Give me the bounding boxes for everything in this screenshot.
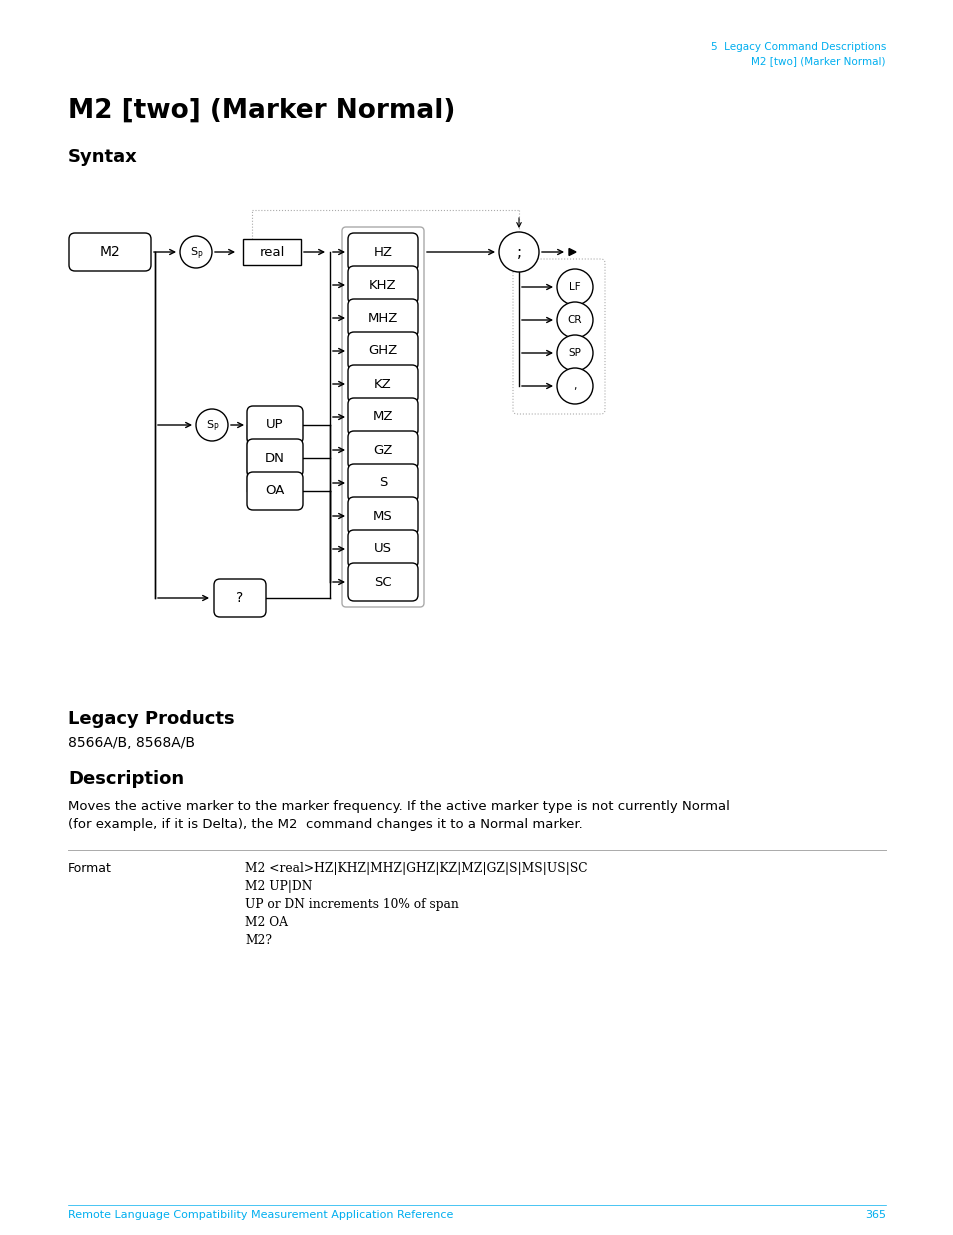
Text: Syntax: Syntax <box>68 148 137 165</box>
Text: MS: MS <box>373 510 393 522</box>
Text: KHZ: KHZ <box>369 279 396 291</box>
Text: 8566A/B, 8568A/B: 8566A/B, 8568A/B <box>68 736 194 750</box>
Text: 5  Legacy Command Descriptions: 5 Legacy Command Descriptions <box>710 42 885 52</box>
Text: LF: LF <box>569 282 580 291</box>
Text: M2 OA: M2 OA <box>245 916 288 929</box>
FancyBboxPatch shape <box>348 464 417 501</box>
FancyBboxPatch shape <box>69 233 151 270</box>
Text: ,: , <box>573 382 576 391</box>
Text: S: S <box>378 477 387 489</box>
Text: M2 <real>HZ|KHZ|MHZ|GHZ|KZ|MZ|GZ|S|MS|US|SC: M2 <real>HZ|KHZ|MHZ|GHZ|KZ|MZ|GZ|S|MS|US… <box>245 862 587 876</box>
Text: M2: M2 <box>99 245 120 259</box>
Text: real: real <box>259 246 284 258</box>
FancyBboxPatch shape <box>348 366 417 403</box>
Text: M2 [two] (Marker Normal): M2 [two] (Marker Normal) <box>751 56 885 65</box>
Text: SP: SP <box>568 348 580 358</box>
Bar <box>243 240 301 266</box>
Text: S: S <box>191 247 197 257</box>
Circle shape <box>557 335 593 370</box>
FancyBboxPatch shape <box>348 398 417 436</box>
FancyBboxPatch shape <box>348 530 417 568</box>
Text: GZ: GZ <box>373 443 393 457</box>
FancyBboxPatch shape <box>348 332 417 370</box>
FancyBboxPatch shape <box>348 496 417 535</box>
Text: CR: CR <box>567 315 581 325</box>
Text: Description: Description <box>68 769 184 788</box>
Circle shape <box>498 232 538 272</box>
Polygon shape <box>568 248 576 256</box>
Text: (for example, if it is Delta), the M2  command changes it to a Normal marker.: (for example, if it is Delta), the M2 co… <box>68 818 582 831</box>
Text: ?: ? <box>236 592 243 605</box>
FancyBboxPatch shape <box>247 472 303 510</box>
Text: M2?: M2? <box>245 934 272 947</box>
Circle shape <box>557 368 593 404</box>
Circle shape <box>557 303 593 338</box>
Text: HZ: HZ <box>374 246 392 258</box>
FancyBboxPatch shape <box>348 299 417 337</box>
Text: Format: Format <box>68 862 112 876</box>
Text: US: US <box>374 542 392 556</box>
Circle shape <box>180 236 212 268</box>
FancyBboxPatch shape <box>213 579 266 618</box>
FancyBboxPatch shape <box>247 438 303 477</box>
FancyBboxPatch shape <box>348 233 417 270</box>
FancyBboxPatch shape <box>247 406 303 445</box>
Text: KZ: KZ <box>374 378 392 390</box>
Text: M2 UP|DN: M2 UP|DN <box>245 881 312 893</box>
Text: MHZ: MHZ <box>368 311 397 325</box>
Text: P: P <box>197 251 202 259</box>
FancyBboxPatch shape <box>348 266 417 304</box>
Text: ;: ; <box>516 245 521 259</box>
Text: GHZ: GHZ <box>368 345 397 357</box>
Circle shape <box>557 269 593 305</box>
Text: Remote Language Compatibility Measurement Application Reference: Remote Language Compatibility Measuremen… <box>68 1210 453 1220</box>
Text: DN: DN <box>265 452 285 464</box>
Text: SC: SC <box>374 576 392 589</box>
Text: UP: UP <box>266 419 283 431</box>
Text: OA: OA <box>265 484 284 498</box>
Text: Legacy Products: Legacy Products <box>68 710 234 727</box>
Text: UP or DN increments 10% of span: UP or DN increments 10% of span <box>245 898 458 911</box>
Text: MZ: MZ <box>373 410 393 424</box>
Text: Moves the active marker to the marker frequency. If the active marker type is no: Moves the active marker to the marker fr… <box>68 800 729 813</box>
Text: S: S <box>206 420 213 430</box>
Circle shape <box>195 409 228 441</box>
Text: 365: 365 <box>864 1210 885 1220</box>
Text: P: P <box>213 424 218 432</box>
FancyBboxPatch shape <box>348 563 417 601</box>
FancyBboxPatch shape <box>348 431 417 469</box>
Text: M2 [two] (Marker Normal): M2 [two] (Marker Normal) <box>68 98 455 124</box>
